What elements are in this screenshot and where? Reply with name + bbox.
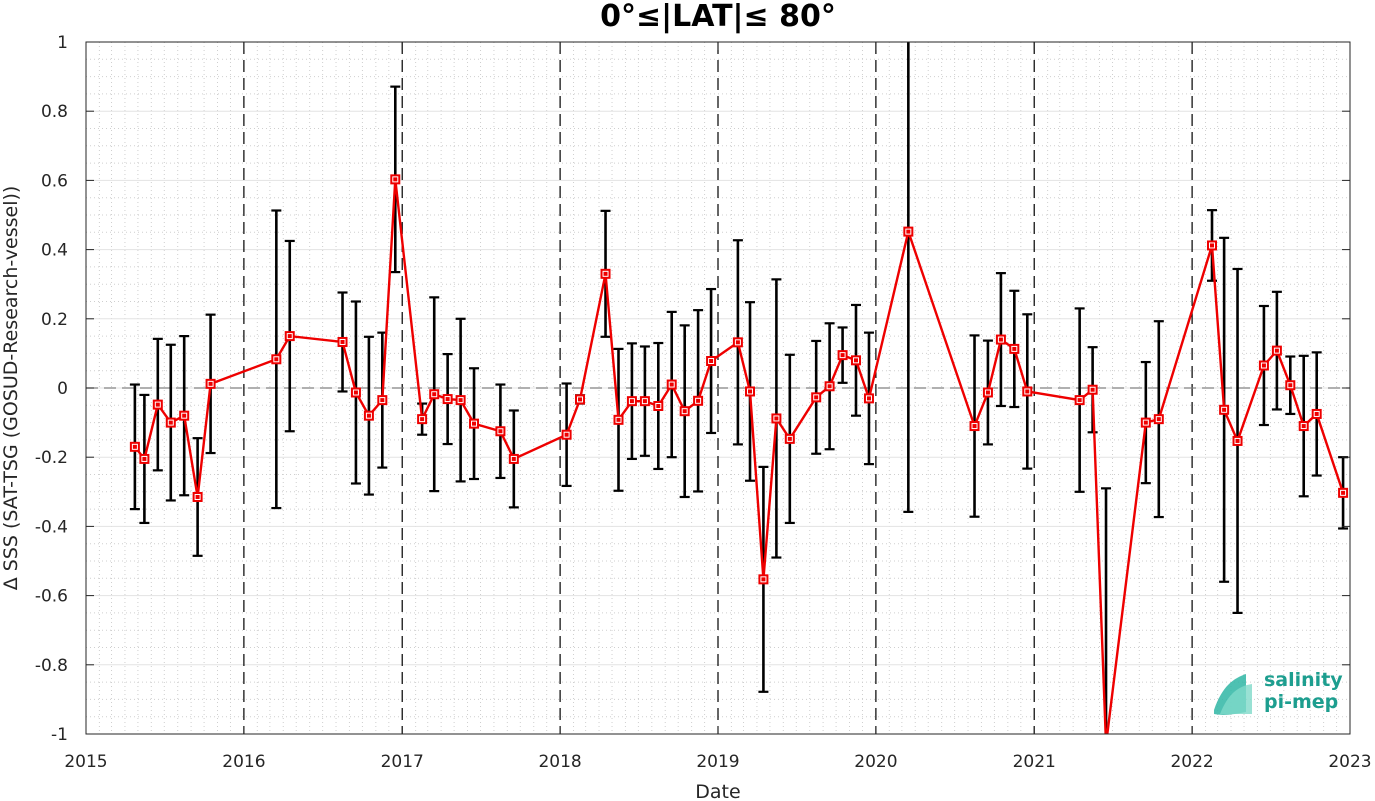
logo-text-pi-mep: pi-mep [1264, 691, 1338, 713]
x-tick-label: 2015 [64, 752, 107, 772]
x-tick-label: 2019 [696, 752, 739, 772]
data-point-marker-fill [340, 339, 345, 344]
series-markers [129, 174, 1349, 585]
y-tick-label: 1 [57, 33, 68, 53]
data-point-marker-fill [906, 229, 911, 234]
data-point-marker-fill [511, 456, 516, 461]
data-point-marker-fill [761, 577, 766, 582]
logo-wave-mark-light [1220, 684, 1252, 714]
data-point-marker-fill [1261, 363, 1266, 368]
data-point-marker-fill [735, 340, 740, 345]
y-tick-label: 0.8 [41, 102, 68, 122]
data-point-marker-fill [432, 392, 437, 397]
data-point-marker-fill [972, 424, 977, 429]
data-point-marker-fill [393, 177, 398, 182]
data-point-marker-fill [998, 337, 1003, 342]
x-tick-label: 2023 [1328, 752, 1371, 772]
x-tick-label: 2017 [381, 752, 424, 772]
data-point-marker-fill [629, 399, 634, 404]
data-point-marker-fill [642, 399, 647, 404]
data-point-marker-fill [366, 413, 371, 418]
y-tick-label: 0.6 [41, 171, 68, 191]
data-point-marker-fill [498, 429, 503, 434]
data-point-marker-fill [656, 403, 661, 408]
x-tick-label: 2022 [1170, 752, 1213, 772]
data-point-marker-fill [1288, 383, 1293, 388]
data-point-marker-fill [274, 357, 279, 362]
x-tick-label: 2021 [1013, 752, 1056, 772]
x-tick-label: 2018 [538, 752, 581, 772]
y-tick-label: -0.2 [35, 448, 68, 468]
data-point-marker-fill [1077, 398, 1082, 403]
data-point-marker-fill [1341, 490, 1346, 495]
data-point-marker-fill [182, 413, 187, 418]
data-point-marker-fill [1235, 438, 1240, 443]
data-point-marker-fill [682, 409, 687, 414]
x-tick-label: 2016 [222, 752, 265, 772]
y-tick-label: -1 [51, 725, 68, 745]
data-point-marker-fill [814, 395, 819, 400]
data-point-marker-fill [168, 420, 173, 425]
y-tick-label: 0.4 [41, 241, 68, 261]
data-point-marker-fill [458, 398, 463, 403]
data-point-marker-fill [1210, 243, 1215, 248]
y-tick-label: -0.8 [35, 656, 68, 676]
data-point-marker-fill [1012, 346, 1017, 351]
data-point-marker-fill [1156, 417, 1161, 422]
data-point-marker-fill [709, 359, 714, 364]
data-point-marker-fill [853, 358, 858, 363]
data-point-marker-fill [472, 421, 477, 426]
y-tick-label: -0.6 [35, 587, 68, 607]
data-point-marker-fill [1301, 424, 1306, 429]
y-tick-label: 0 [57, 379, 68, 399]
y-tick-label: -0.4 [35, 517, 68, 537]
y-tick-label: 0.2 [41, 310, 68, 330]
data-point-marker-fill [445, 397, 450, 402]
data-point-marker-fill [787, 436, 792, 441]
data-point-marker-fill [142, 456, 147, 461]
salinity-pi-mep-logo: salinity pi-mep [1214, 669, 1343, 715]
data-point-marker-fill [132, 444, 137, 449]
data-point-marker-fill [195, 494, 200, 499]
data-point-marker-fill [420, 417, 425, 422]
data-point-marker-fill [1274, 348, 1279, 353]
logo-text-salinity: salinity [1264, 669, 1343, 691]
data-point-marker-fill [748, 389, 753, 394]
chart-title: 0°≤|LAT|≤ 80° [600, 0, 836, 34]
data-point-marker-fill [1025, 389, 1030, 394]
data-point-marker-fill [774, 416, 779, 421]
data-point-marker-fill [287, 334, 292, 339]
data-point-marker-fill [1314, 411, 1319, 416]
data-point-marker-fill [603, 271, 608, 276]
data-point-marker-fill [669, 382, 674, 387]
data-point-marker-fill [208, 381, 213, 386]
x-tick-label: 2020 [854, 752, 897, 772]
x-axis-label: Date [695, 781, 740, 801]
data-point-marker-fill [827, 384, 832, 389]
data-point-marker-fill [353, 390, 358, 395]
y-axis-label: Δ SSS (SAT-TSG (GOSUD-Research-vessel)) [0, 186, 22, 591]
data-point-marker-fill [1090, 387, 1095, 392]
data-point-marker-fill [840, 353, 845, 358]
data-point-marker-fill [380, 398, 385, 403]
data-point-marker-fill [155, 402, 160, 407]
data-point-marker-fill [564, 432, 569, 437]
axes [85, 41, 1351, 735]
data-point-marker-fill [1222, 407, 1227, 412]
data-point-marker-fill [696, 398, 701, 403]
data-point-marker-fill [1143, 420, 1148, 425]
data-point-marker-fill [866, 396, 871, 401]
data-point-marker-fill [985, 390, 990, 395]
data-point-marker-fill [616, 417, 621, 422]
x-tick-labels: 2015 2016 2017 2018 2019 2020 2021 2022 2023 [64, 752, 1371, 772]
data-point-marker-fill [578, 397, 583, 402]
y-tick-labels: -1 -0.8 -0.6 -0.4 -0.2 0 0.2 0.4 0.6 0.8 1 [35, 33, 68, 745]
